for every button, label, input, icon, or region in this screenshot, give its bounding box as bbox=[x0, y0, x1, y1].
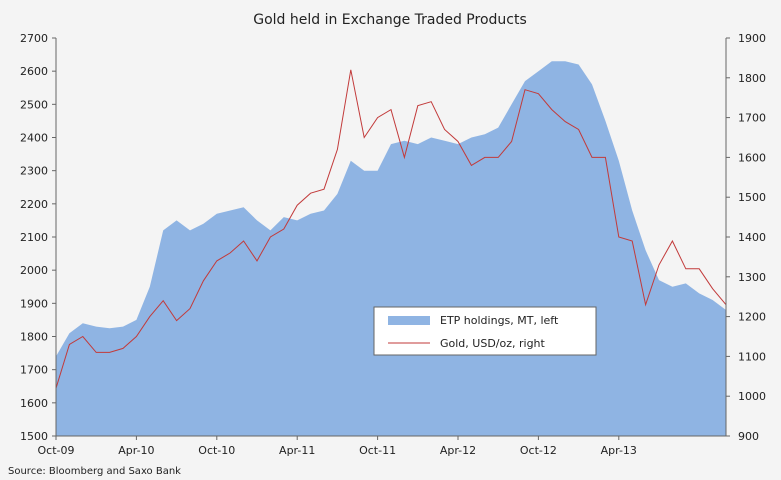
chart-source: Source: Bloomberg and Saxo Bank bbox=[8, 466, 181, 477]
x-axis-tick-label: Apr-10 bbox=[118, 444, 154, 457]
right-axis-tick-label: 1000 bbox=[738, 390, 766, 403]
legend: ETP holdings, MT, left Gold, USD/oz, righ… bbox=[373, 306, 597, 356]
left-axis-tick-label: 1900 bbox=[20, 297, 48, 310]
right-axis-tick-label: 1100 bbox=[738, 350, 766, 363]
x-axis-tick-label: Oct-09 bbox=[38, 444, 75, 457]
left-axis-tick-label: 1600 bbox=[20, 397, 48, 410]
etp-holdings-area bbox=[56, 61, 726, 436]
x-axis-tick-label: Apr-13 bbox=[601, 444, 637, 457]
right-axis-tick-label: 1500 bbox=[738, 191, 766, 204]
legend-label-gold: Gold, USD/oz, right bbox=[440, 337, 546, 350]
left-axis-tick-label: 1800 bbox=[20, 331, 48, 344]
right-axis-tick-label: 1200 bbox=[738, 311, 766, 324]
right-axis-tick-label: 900 bbox=[738, 430, 759, 443]
right-axis-tick-label: 1700 bbox=[738, 112, 766, 125]
left-axis-tick-label: 2000 bbox=[20, 264, 48, 277]
gold-price-line bbox=[55, 69, 727, 389]
right-axis-tick-label: 1900 bbox=[738, 32, 766, 45]
chart-title: Gold held in Exchange Traded Products bbox=[253, 12, 527, 28]
legend-box bbox=[373, 306, 597, 356]
left-axis-tick-label: 2400 bbox=[20, 132, 48, 145]
right-axis-tick-label: 1600 bbox=[738, 151, 766, 164]
left-axis-tick-label: 2300 bbox=[20, 165, 48, 178]
left-axis-tick-label: 2100 bbox=[20, 231, 48, 244]
right-axis-tick-label: 1300 bbox=[738, 271, 766, 284]
right-axis-tick-label: 1400 bbox=[738, 231, 766, 244]
x-axis-tick-label: Oct-10 bbox=[198, 444, 235, 457]
legend-label-etp: ETP holdings, MT, left bbox=[440, 314, 559, 327]
x-axis-tick-label: Apr-12 bbox=[440, 444, 476, 457]
left-axis-tick-label: 2500 bbox=[20, 98, 48, 111]
x-axis-tick-label: Oct-12 bbox=[520, 444, 557, 457]
x-axis-tick-label: Oct-11 bbox=[359, 444, 396, 457]
legend-swatch-etp bbox=[388, 316, 430, 325]
left-axis-tick-label: 2700 bbox=[20, 32, 48, 45]
left-axis-tick-label: 1500 bbox=[20, 430, 48, 443]
left-axis-tick-label: 1700 bbox=[20, 364, 48, 377]
left-axis-tick-label: 2600 bbox=[20, 65, 48, 78]
x-axis-tick-label: Apr-11 bbox=[279, 444, 315, 457]
left-axis-tick-label: 2200 bbox=[20, 198, 48, 211]
right-axis-tick-label: 1800 bbox=[738, 72, 766, 85]
